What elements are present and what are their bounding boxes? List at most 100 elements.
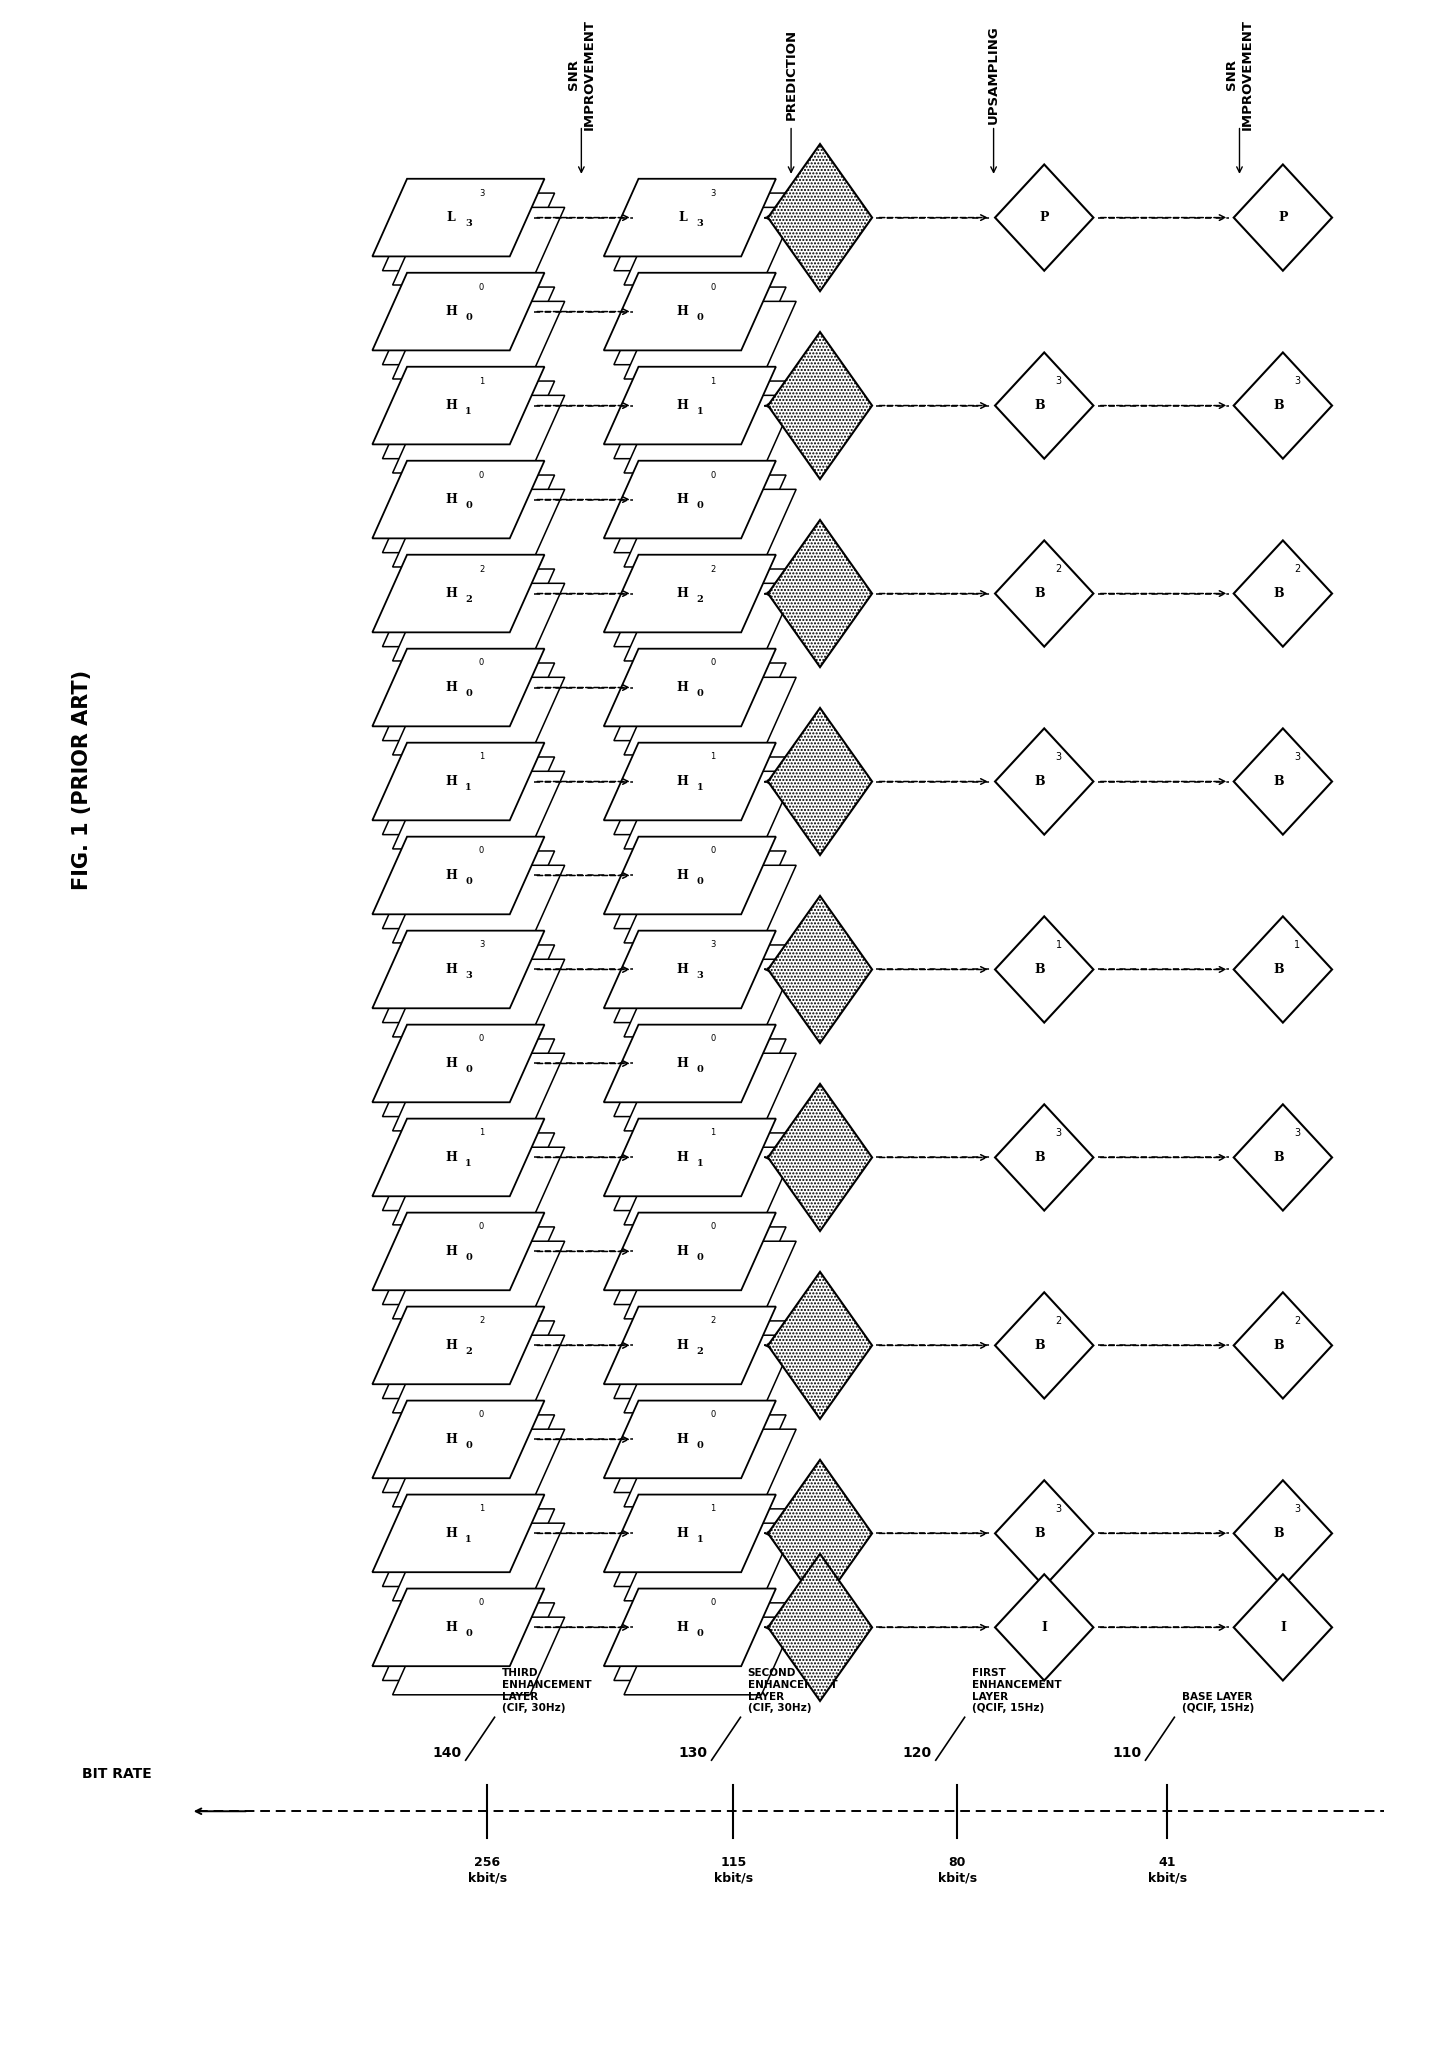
Text: H: H [446, 400, 457, 412]
Text: 1: 1 [465, 1160, 472, 1168]
Polygon shape [382, 1227, 555, 1305]
Polygon shape [392, 490, 565, 568]
Text: 1: 1 [479, 752, 484, 762]
Text: 1: 1 [479, 1129, 484, 1137]
Text: 0: 0 [697, 1440, 703, 1451]
Polygon shape [614, 1322, 786, 1399]
Text: 1: 1 [1056, 940, 1061, 951]
Text: 80
kbit/s: 80 kbit/s [938, 1856, 977, 1885]
Text: 0: 0 [465, 688, 472, 699]
Polygon shape [604, 1024, 775, 1102]
Text: 1: 1 [710, 1504, 716, 1514]
Text: 3: 3 [1294, 1127, 1301, 1137]
Polygon shape [614, 570, 786, 647]
Polygon shape [382, 193, 555, 270]
Polygon shape [392, 865, 565, 943]
Polygon shape [604, 1307, 775, 1385]
Text: 0: 0 [465, 1254, 472, 1262]
Polygon shape [1234, 1479, 1331, 1586]
Polygon shape [995, 1104, 1093, 1211]
Polygon shape [614, 756, 786, 834]
Text: B: B [1273, 586, 1284, 600]
Polygon shape [768, 1553, 873, 1701]
Polygon shape [372, 1024, 544, 1102]
Polygon shape [604, 742, 775, 820]
Text: 3: 3 [1056, 752, 1061, 762]
Polygon shape [624, 490, 796, 568]
Text: H: H [677, 963, 688, 975]
Text: H: H [446, 494, 457, 506]
Polygon shape [768, 709, 873, 854]
Polygon shape [624, 207, 796, 285]
Text: H: H [677, 869, 688, 881]
Text: L: L [678, 211, 687, 223]
Text: 2: 2 [710, 1315, 716, 1326]
Text: FIG. 1 (PRIOR ART): FIG. 1 (PRIOR ART) [73, 670, 93, 889]
Text: 2: 2 [479, 566, 484, 574]
Polygon shape [604, 650, 775, 725]
Text: 115
kbit/s: 115 kbit/s [714, 1856, 752, 1885]
Text: 3: 3 [479, 189, 484, 197]
Polygon shape [382, 664, 555, 740]
Text: 3: 3 [710, 940, 716, 949]
Text: 0: 0 [465, 1629, 472, 1637]
Text: 0: 0 [710, 471, 716, 479]
Text: 1: 1 [697, 1160, 703, 1168]
Text: SNR
IMPROVEMENT: SNR IMPROVEMENT [568, 18, 595, 129]
Text: B: B [1273, 1152, 1284, 1164]
Text: B: B [1035, 1527, 1045, 1541]
Polygon shape [995, 541, 1093, 647]
Polygon shape [1234, 1104, 1331, 1211]
Polygon shape [372, 1307, 544, 1385]
Polygon shape [392, 770, 565, 848]
Polygon shape [1234, 1574, 1331, 1680]
Polygon shape [614, 1227, 786, 1305]
Polygon shape [768, 1272, 873, 1420]
Polygon shape [382, 1416, 555, 1492]
Polygon shape [604, 461, 775, 539]
Polygon shape [1234, 164, 1331, 270]
Polygon shape [372, 742, 544, 820]
Text: H: H [677, 400, 688, 412]
Polygon shape [1234, 916, 1331, 1022]
Polygon shape [614, 381, 786, 459]
Polygon shape [372, 178, 544, 256]
Polygon shape [614, 1508, 786, 1586]
Polygon shape [392, 1147, 565, 1225]
Text: 0: 0 [697, 1629, 703, 1637]
Text: 1: 1 [710, 752, 716, 762]
Polygon shape [995, 916, 1093, 1022]
Text: 0: 0 [479, 1035, 484, 1043]
Polygon shape [624, 395, 796, 473]
Polygon shape [614, 664, 786, 740]
Polygon shape [392, 1242, 565, 1320]
Text: I: I [1281, 1621, 1286, 1633]
Polygon shape [995, 164, 1093, 270]
Text: L: L [447, 211, 456, 223]
Text: FIRST
ENHANCEMENT
LAYER
(QCIF, 15Hz): FIRST ENHANCEMENT LAYER (QCIF, 15Hz) [971, 1668, 1061, 1713]
Polygon shape [624, 301, 796, 379]
Polygon shape [392, 207, 565, 285]
Text: 3: 3 [465, 219, 472, 227]
Text: 2: 2 [697, 594, 703, 604]
Polygon shape [372, 930, 544, 1008]
Polygon shape [372, 367, 544, 445]
Text: 0: 0 [465, 313, 472, 322]
Polygon shape [624, 865, 796, 943]
Polygon shape [995, 727, 1093, 834]
Polygon shape [372, 1402, 544, 1477]
Polygon shape [768, 1084, 873, 1231]
Text: 0: 0 [479, 658, 484, 668]
Text: 3: 3 [1056, 1504, 1061, 1514]
Text: 1: 1 [465, 1535, 472, 1545]
Text: P: P [1040, 211, 1048, 223]
Polygon shape [392, 1522, 565, 1600]
Polygon shape [995, 352, 1093, 459]
Polygon shape [604, 178, 775, 256]
Polygon shape [768, 1459, 873, 1606]
Text: H: H [677, 1527, 688, 1541]
Text: B: B [1035, 1338, 1045, 1352]
Polygon shape [768, 332, 873, 479]
Text: 120: 120 [902, 1746, 931, 1760]
Polygon shape [382, 850, 555, 928]
